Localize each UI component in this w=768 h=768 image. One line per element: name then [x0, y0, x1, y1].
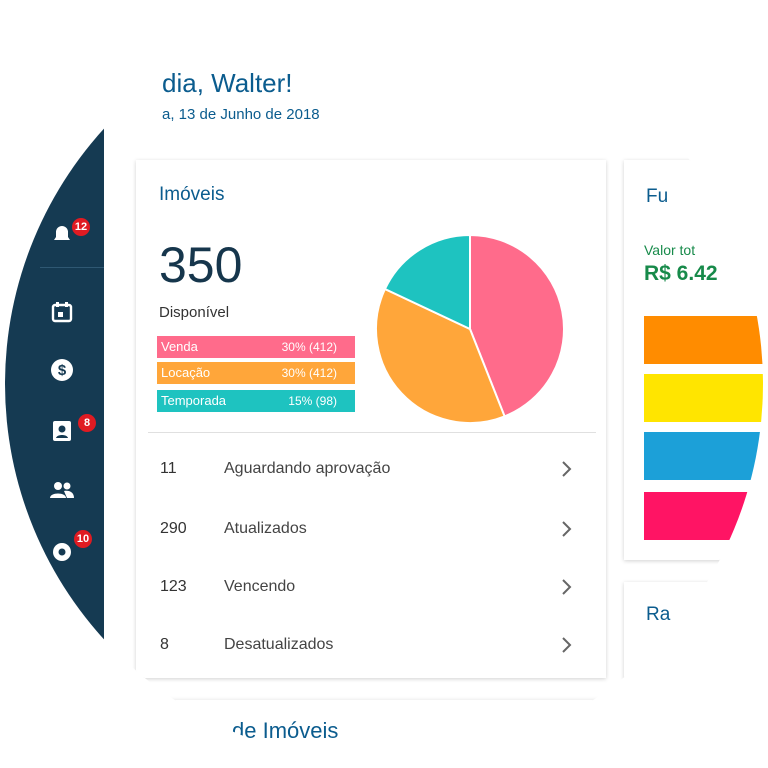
divider: [148, 432, 596, 433]
nav-contacts[interactable]: [48, 416, 76, 444]
finance-bar-orange: [644, 316, 763, 364]
viewport-circle: 12 $ 8: [5, 5, 763, 763]
finance-bar-blue: [644, 432, 763, 480]
financeiro-card-title: Fu: [646, 186, 669, 207]
nav-calendar[interactable]: [48, 298, 76, 326]
notification-icon: [54, 226, 70, 240]
chevron-right-icon: [562, 637, 572, 653]
finance-bar-yellow: [644, 374, 763, 422]
row-label: Aguardando aprovação: [224, 460, 391, 477]
total-value-amount: R$ 6.42: [644, 262, 718, 285]
bottom-card: [136, 700, 606, 763]
nav-notifications[interactable]: [48, 220, 76, 248]
row-count: 11: [160, 460, 177, 477]
legend-temporada: Temporada 15% (98): [157, 390, 355, 412]
settings-badge: 10: [74, 530, 92, 548]
list-row-atualizados[interactable]: 290 Atualizados: [136, 506, 606, 554]
list-row-vencendo[interactable]: 123 Vencendo: [136, 564, 606, 612]
row-count: 290: [160, 520, 187, 537]
svg-text:$: $: [58, 362, 67, 379]
row-label: Atualizados: [224, 520, 307, 537]
legend-venda: Venda 30% (412): [157, 336, 355, 358]
row-count: 123: [160, 578, 187, 595]
notifications-badge: 12: [72, 218, 90, 236]
chevron-right-icon: [562, 461, 572, 477]
nav-finance[interactable]: $: [48, 356, 76, 384]
list-row-aguardando[interactable]: 11 Aguardando aprovação: [136, 446, 606, 494]
pie-slice-1: [375, 287, 506, 424]
date-subtitle: a, 13 de Junho de 2018: [162, 106, 320, 123]
imoveis-card-title: Imóveis: [159, 184, 225, 205]
legend-locacao: Locação 30% (412): [157, 362, 355, 384]
nav-people[interactable]: [48, 476, 76, 504]
legend-value: 30% (412): [281, 366, 337, 380]
ranking-card-title: Ra: [646, 604, 671, 625]
row-label: Desatualizados: [224, 636, 334, 653]
bottom-section-title: de Imóveis: [232, 718, 339, 743]
row-count: 8: [160, 636, 169, 653]
chevron-right-icon: [562, 579, 572, 595]
available-label: Disponível: [159, 304, 230, 321]
ranking-card: Ra: [624, 582, 763, 763]
list-row-desatualizados[interactable]: 8 Desatualizados: [136, 622, 606, 670]
dollar-icon: $: [51, 359, 73, 381]
people-icon: [50, 482, 74, 498]
legend-label: Locação: [161, 365, 211, 380]
available-count: 350: [159, 237, 243, 293]
legend-label: Venda: [161, 339, 198, 354]
settings-icon: [53, 543, 71, 561]
finance-bar-pink: [644, 492, 763, 540]
contacts-badge: 8: [78, 414, 96, 432]
imoveis-pie-chart: [375, 233, 565, 424]
legend-value: 30% (412): [281, 340, 337, 354]
sidebar-divider: [40, 267, 104, 268]
calendar-icon: [51, 302, 73, 323]
pie-slice-2: [383, 233, 471, 331]
sidebar: [5, 5, 104, 758]
contact-icon: [53, 421, 71, 441]
legend-value: 15% (98): [288, 394, 337, 408]
row-label: Vencendo: [224, 578, 296, 595]
imoveis-card: Imóveis 350 Disponível Venda 30% (412) L…: [136, 160, 606, 678]
chevron-right-icon: [562, 521, 572, 537]
legend-label: Temporada: [161, 393, 227, 408]
pie-slice-0: [469, 233, 565, 418]
greeting-title: dia, Walter!: [162, 68, 293, 98]
total-value-label: Valor tot: [644, 242, 696, 258]
nav-settings[interactable]: [48, 538, 76, 566]
